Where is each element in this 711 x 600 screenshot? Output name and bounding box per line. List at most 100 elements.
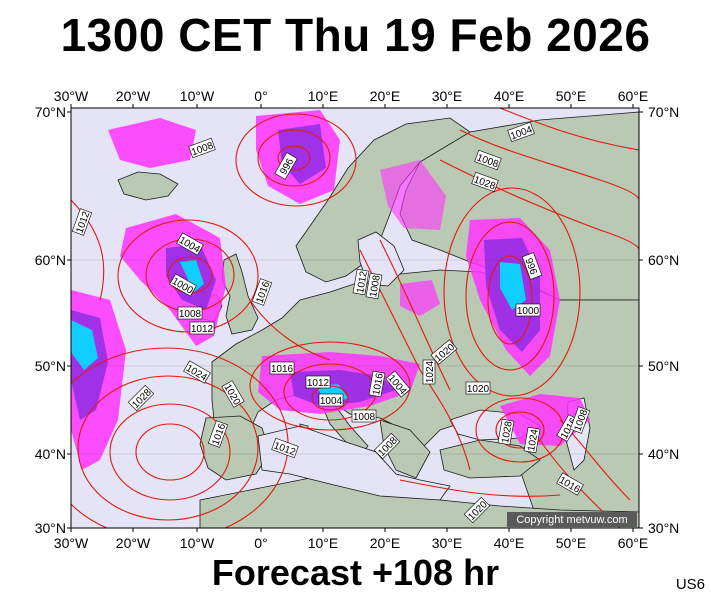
isobar xyxy=(499,108,639,151)
isobar xyxy=(117,219,259,333)
pressure-label-box xyxy=(169,273,197,297)
pressure-label-box xyxy=(189,321,215,335)
copyright-box xyxy=(507,512,637,527)
land-masses xyxy=(117,111,639,528)
pressure-label-box xyxy=(188,137,216,159)
lat-label-left: 40°N xyxy=(35,446,66,462)
isobar xyxy=(439,159,639,251)
map-title: 1300 CET Thu 19 Feb 2026 xyxy=(60,9,651,61)
pressure-label-box xyxy=(463,496,491,524)
lon-label-top: 60°E xyxy=(618,88,649,104)
lon-label-top: 20°E xyxy=(370,88,401,104)
lon-label-top: 20°W xyxy=(116,88,151,104)
lon-label-bottom: 10°W xyxy=(180,535,215,551)
pressure-label-text: 1008 xyxy=(179,309,202,320)
pressure-label-box xyxy=(465,381,491,395)
pressure-label-box xyxy=(556,472,584,496)
pressure-label-text: 1012 xyxy=(191,324,214,335)
pressure-label-box xyxy=(177,306,203,320)
isobar xyxy=(257,129,331,187)
precip-area xyxy=(380,160,446,230)
isobar xyxy=(399,479,561,497)
axis-ticks xyxy=(67,104,643,532)
lon-label-bottom: 50°E xyxy=(556,535,587,551)
pressure-label-box xyxy=(515,303,541,317)
precip-area xyxy=(71,320,98,370)
pressure-label-box xyxy=(569,406,591,434)
mediterranean-sea xyxy=(257,425,451,501)
isobar xyxy=(71,199,105,301)
pressure-label-box xyxy=(207,420,229,448)
lon-label-top: 10°E xyxy=(308,88,339,104)
lat-label-left: 70°N xyxy=(35,104,66,120)
pressure-label-box xyxy=(176,232,204,256)
lon-label-bottom: 40°E xyxy=(494,535,525,551)
lon-label-bottom: 30°W xyxy=(54,535,89,551)
lon-label-top: 40°E xyxy=(494,88,525,104)
pressure-label: 1000 xyxy=(515,303,541,317)
pressure-label-text: 1020 xyxy=(467,384,490,395)
pressure-label-box xyxy=(474,149,502,171)
pressure-label-text: 1012 xyxy=(355,270,370,294)
pressure-label: 1008 xyxy=(365,272,383,300)
great-britain xyxy=(221,253,259,335)
pressure-label: 1020 xyxy=(465,381,491,395)
pressure-label-box xyxy=(305,375,331,389)
pressure-label-box xyxy=(471,171,499,193)
pressure-label-box xyxy=(523,426,541,454)
lon-label-top: 10°W xyxy=(180,88,215,104)
pressure-label: 1008 xyxy=(177,306,203,320)
lon-label-bottom: 60°E xyxy=(618,535,649,551)
pressure-label-box xyxy=(318,393,344,407)
isobar xyxy=(235,113,357,207)
forecast-hour-label: Forecast +108 hr xyxy=(211,552,500,593)
map-frame xyxy=(70,107,640,529)
lon-label-top: 0° xyxy=(254,88,267,104)
lat-label-right: 40°N xyxy=(648,446,679,462)
pressure-label-text: 1008 xyxy=(368,274,383,298)
isobar xyxy=(77,375,259,521)
precip-area xyxy=(500,262,526,310)
precip-area xyxy=(400,280,440,316)
isobar xyxy=(443,187,581,397)
isobar xyxy=(249,299,331,361)
pressure-label-box xyxy=(71,208,93,236)
pressure-label-box xyxy=(497,418,515,446)
pressure-label-box xyxy=(507,121,535,143)
pressure-label-box xyxy=(274,152,298,180)
pressure-label-box xyxy=(373,432,401,460)
pressure-label: 1008 xyxy=(351,409,377,423)
pressure-label: 1028 xyxy=(497,418,515,446)
lat-label-left: 50°N xyxy=(35,358,66,374)
pressure-label-box xyxy=(422,359,436,385)
lon-label-bottom: 20°W xyxy=(116,535,151,551)
copyright-text: Copyright metvuw.com xyxy=(516,514,627,526)
pressure-label-box xyxy=(351,409,377,423)
lat-label-right: 50°N xyxy=(648,358,679,374)
axis-labels: 30°W 20°W 10°W 0° 10°E 20°E 30°E 40°E 50°E 60°E30… xyxy=(35,88,680,551)
isobar xyxy=(465,221,555,371)
pressure-label: 1004 xyxy=(318,393,344,407)
pressure-label-text: 1000 xyxy=(517,306,540,317)
lon-label-bottom: 10°E xyxy=(308,535,339,551)
pressure-label: 1020 xyxy=(221,380,245,408)
pressure-label-text: 1008 xyxy=(353,412,376,423)
pressure-label-box xyxy=(385,370,411,398)
isobar xyxy=(135,423,205,481)
pressure-label-box xyxy=(221,380,245,408)
model-code: US6 xyxy=(675,576,705,593)
pressure-label-box xyxy=(271,437,299,459)
isobar xyxy=(379,239,451,391)
pressure-label: 1012 xyxy=(352,268,370,296)
pressure-label-text: 1012 xyxy=(307,378,330,389)
pressure-label-box xyxy=(269,361,295,375)
lat-label-left: 60°N xyxy=(35,252,66,268)
isobar xyxy=(277,145,311,171)
lat-label-right: 70°N xyxy=(648,104,679,120)
isobar xyxy=(487,255,533,345)
pressure-label-box xyxy=(352,268,370,296)
lon-label-bottom: 30°E xyxy=(432,535,463,551)
lon-label-bottom: 20°E xyxy=(370,535,401,551)
